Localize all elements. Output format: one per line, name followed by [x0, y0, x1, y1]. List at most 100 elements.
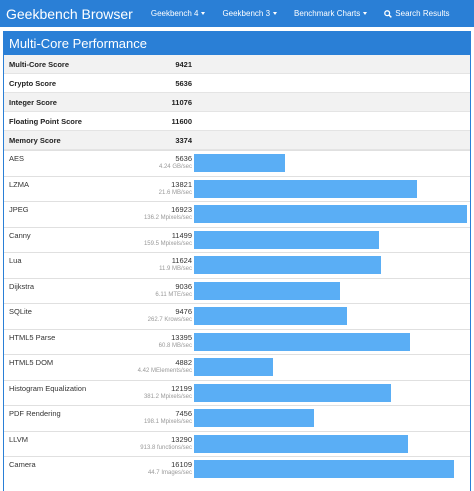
benchmark-score: 13290	[171, 434, 192, 444]
benchmark-rate: 913.8 functions/sec	[140, 444, 192, 451]
benchmark-name: LZMA	[9, 179, 30, 189]
nav-geekbench4[interactable]: Geekbench 4	[151, 9, 206, 18]
multi-core-panel: Multi-Core Performance Multi-Core Score …	[3, 31, 471, 491]
benchmark-rate: 60.8 MB/sec	[158, 342, 192, 349]
score-row: Multi-Core Score 9421	[4, 55, 470, 74]
benchmark-row: Dijkstra 9036 6.11 MTE/sec	[4, 277, 470, 304]
benchmark-rate: 198.1 Mpixels/sec	[143, 419, 192, 425]
benchmark-bar	[194, 409, 315, 427]
score-row: Memory Score 3374	[4, 131, 470, 150]
benchmark-row: LLVM 13290 913.8 functions/sec	[4, 430, 470, 457]
benchmark-bar-track	[194, 434, 468, 453]
score-value: 11600	[171, 116, 192, 126]
score-row: Floating Point Score 11600	[4, 112, 470, 131]
benchmark-rate: 6.11 MTE/sec	[155, 291, 192, 298]
benchmark-row: JPEG 16923 136.2 Mpixels/sec	[4, 201, 470, 227]
benchmark-score: 13821	[171, 179, 192, 189]
benchmark-bar	[194, 383, 391, 402]
benchmark-name: AES	[9, 154, 25, 163]
benchmark-bar-track	[194, 281, 468, 300]
benchmark-bar	[194, 256, 382, 274]
score-label: Integer Score	[9, 97, 57, 107]
benchmark-bar-track	[194, 358, 468, 376]
caret-down-icon	[201, 12, 206, 15]
benchmark-score: 16109	[171, 460, 192, 469]
nav-benchmark-charts-label: Benchmark Charts	[294, 9, 361, 18]
panel-title: Multi-Core Performance	[4, 32, 470, 55]
benchmark-row: HTML5 DOM 4882 4.42 MElements/sec	[4, 354, 470, 380]
benchmark-row: LZMA 13821 21.6 MB/sec	[4, 175, 470, 202]
nav-benchmark-charts[interactable]: Benchmark Charts	[294, 9, 368, 18]
score-row: Crypto Score 5636	[4, 74, 470, 93]
caret-down-icon	[363, 12, 368, 15]
benchmark-bar	[194, 205, 467, 223]
nav-geekbench4-label: Geekbench 4	[150, 9, 199, 18]
benchmark-row: PDF Rendering 7456 198.1 Mpixels/sec	[4, 405, 470, 431]
benchmark-name: Canny	[9, 230, 31, 240]
benchmark-row: HTML5 Parse 13395 60.8 MB/sec	[4, 328, 470, 355]
score-label: Multi-Core Score	[9, 59, 70, 69]
benchmark-rate: 11.9 MB/sec	[159, 266, 192, 272]
caret-down-icon	[273, 12, 278, 15]
benchmark-bar-track	[194, 409, 468, 427]
benchmark-bar	[194, 460, 454, 478]
search-icon	[384, 9, 393, 18]
nav-geekbench3-label: Geekbench 3	[222, 9, 271, 18]
benchmark-name: Histogram Equalization	[9, 383, 87, 393]
benchmark-list: AES 5636 4.24 GB/sec LZMA 13821 21.6 MB/sec JP…	[4, 150, 470, 482]
benchmark-name: Lua	[9, 256, 22, 265]
benchmark-row: Histogram Equalization 12199 381.2 Mpixels…	[4, 379, 470, 406]
benchmark-rate: 4.42 MElements/sec	[137, 368, 192, 374]
benchmark-bar	[194, 307, 347, 325]
benchmark-rate: 159.5 Mpixels/sec	[143, 240, 192, 247]
benchmark-name: LLVM	[9, 434, 29, 444]
benchmark-bar-track	[194, 205, 468, 223]
benchmark-score: 4882	[175, 358, 192, 367]
benchmark-name: HTML5 DOM	[9, 358, 54, 367]
score-summary: Multi-Core Score 9421 Crypto Score 5636 …	[4, 55, 470, 150]
benchmark-score: 9036	[175, 281, 192, 291]
benchmark-row: Lua 11624 11.9 MB/sec	[4, 252, 470, 278]
benchmark-name: JPEG	[9, 205, 29, 214]
benchmark-score: 9476	[175, 307, 192, 316]
benchmark-score: 11624	[171, 256, 192, 265]
benchmark-name: Dijkstra	[9, 281, 35, 291]
benchmark-name: SQLite	[9, 307, 32, 316]
brand-link[interactable]: Geekbench Browser	[6, 5, 133, 22]
benchmark-score: 7456	[175, 409, 192, 418]
score-label: Memory Score	[9, 135, 61, 145]
benchmark-rate: 21.6 MB/sec	[158, 189, 192, 196]
benchmark-row: Canny 11499 159.5 Mpixels/sec	[4, 226, 470, 253]
benchmark-name: PDF Rendering	[9, 409, 61, 418]
score-row: Integer Score 11076	[4, 93, 470, 112]
score-label: Floating Point Score	[9, 116, 82, 126]
benchmark-score: 11499	[171, 230, 192, 240]
benchmark-bar	[194, 154, 285, 172]
benchmark-bar	[194, 332, 410, 351]
benchmark-bar-track	[194, 307, 468, 325]
benchmark-bar	[194, 358, 273, 376]
benchmark-row: AES 5636 4.24 GB/sec	[4, 150, 470, 176]
nav-geekbench3[interactable]: Geekbench 3	[222, 9, 278, 18]
benchmark-rate: 381.2 Mpixels/sec	[143, 393, 192, 400]
score-value: 5636	[175, 78, 192, 88]
benchmark-rate: 262.7 Krows/sec	[147, 317, 192, 323]
benchmark-bar	[194, 179, 417, 198]
score-value: 3374	[175, 135, 192, 145]
benchmark-score: 12199	[171, 383, 192, 393]
benchmark-score: 13395	[171, 332, 192, 342]
benchmark-bar-track	[194, 332, 468, 351]
benchmark-rate: 44.7 Images/sec	[147, 470, 192, 476]
navbar: Geekbench Browser Geekbench 4 Geekbench …	[0, 0, 474, 27]
benchmark-rate: 4.24 GB/sec	[158, 164, 192, 170]
benchmark-bar	[194, 434, 409, 453]
benchmark-name: HTML5 Parse	[9, 332, 56, 342]
benchmark-bar-track	[194, 154, 468, 172]
benchmark-name: Camera	[9, 460, 36, 469]
score-value: 9421	[175, 59, 192, 69]
benchmark-score: 5636	[175, 154, 192, 163]
benchmark-bar	[194, 281, 340, 300]
benchmark-score: 16923	[171, 205, 192, 214]
score-value: 11076	[171, 97, 192, 107]
nav-search-results[interactable]: Search Results	[384, 9, 450, 18]
